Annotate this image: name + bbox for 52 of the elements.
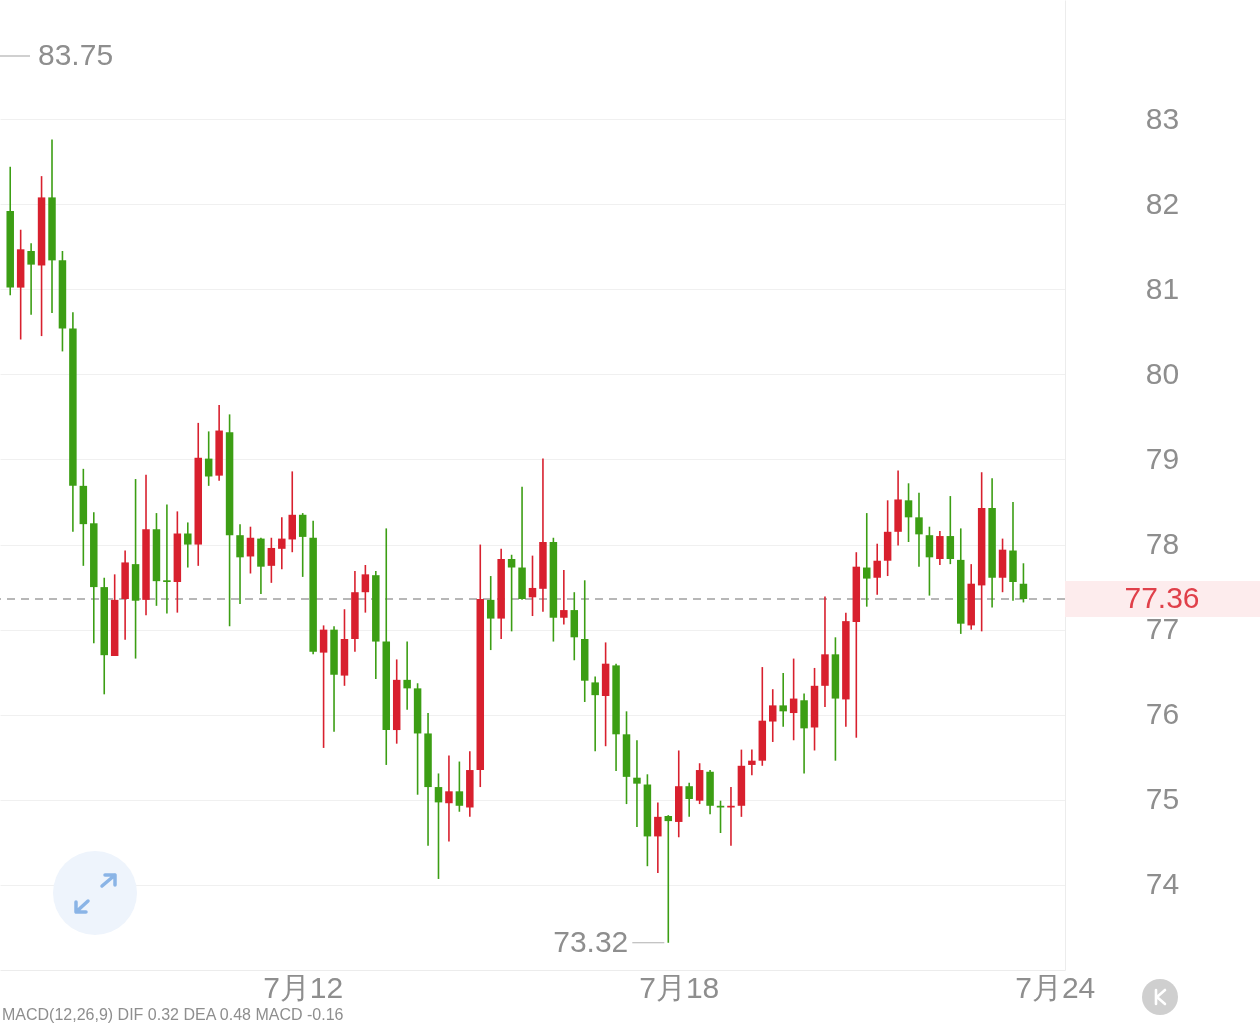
candlestick — [298, 512, 307, 578]
candlestick — [769, 688, 777, 743]
annotation: 73.32 — [553, 924, 629, 958]
candlestick — [267, 536, 276, 584]
candlestick — [633, 739, 641, 828]
annotation: 83.75 — [38, 38, 114, 71]
candlestick — [236, 523, 244, 605]
candlestick — [507, 553, 516, 633]
candlestick — [163, 503, 171, 615]
candlestick — [246, 525, 255, 575]
candlestick — [445, 754, 453, 843]
candlestick — [873, 542, 881, 596]
x-tick-label: 7月18 — [639, 970, 720, 1004]
candlestick — [904, 482, 913, 543]
candlestick — [27, 242, 35, 316]
x-tick-label: 7月24 — [1015, 970, 1096, 1004]
x-tick-label: 7月12 — [263, 970, 344, 1004]
candlestick — [664, 814, 673, 944]
candlestick — [278, 516, 286, 571]
y-tick-label: 77 — [1145, 612, 1180, 646]
candlestick — [319, 624, 328, 749]
y-tick-label: 74 — [1145, 867, 1180, 901]
candlestick — [434, 772, 443, 880]
candlestick — [946, 495, 955, 565]
y-tick-label: 80 — [1145, 356, 1180, 390]
candlestick — [560, 569, 568, 626]
y-tick-label: 78 — [1145, 527, 1180, 561]
candlestick — [403, 640, 411, 711]
candlestick — [361, 564, 370, 614]
text: MACD(12,26,9) DIF 0.32 DEA 0.48 MACD -0.16 — [2, 1006, 344, 1023]
candlestick — [925, 525, 934, 597]
candlestick — [779, 672, 787, 728]
y-tick-label: 75 — [1145, 782, 1180, 816]
y-tick-label: 83 — [1145, 101, 1180, 135]
candlestick — [528, 554, 537, 617]
candlestick — [685, 782, 693, 818]
candlestick — [184, 521, 192, 569]
candlestick — [486, 575, 495, 651]
candlestick — [748, 748, 756, 776]
ref-line-label: 77.36 — [1124, 581, 1200, 615]
y-tick-label: 81 — [1145, 271, 1180, 305]
candlestick — [936, 530, 944, 566]
candlestick — [915, 491, 923, 568]
candlestick — [654, 801, 662, 874]
y-tick-label: 76 — [1145, 697, 1180, 731]
candlestick — [1019, 562, 1028, 604]
candlestick — [789, 657, 798, 742]
candlestick — [591, 675, 599, 753]
y-tick-label: 79 — [1145, 441, 1180, 475]
candlestick — [455, 760, 464, 813]
y-tick-label: 82 — [1145, 186, 1180, 220]
candlestick — [863, 512, 871, 608]
